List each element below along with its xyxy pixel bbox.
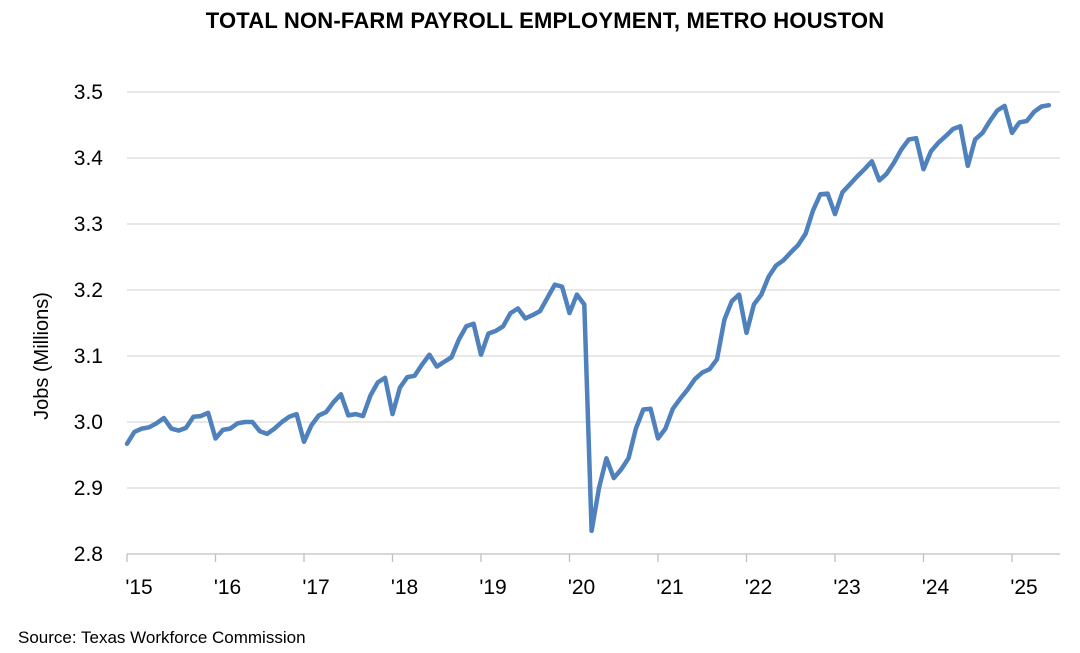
series-line-employment <box>124 102 1052 534</box>
x-tick-label: '23 <box>833 576 860 599</box>
y-tick-label: 2.8 <box>74 543 103 566</box>
x-tick-label: '16 <box>214 576 241 599</box>
x-tick-label: '17 <box>302 576 329 599</box>
x-tick-label: '20 <box>568 576 595 599</box>
y-tick-labels: 2.8 2.9 3.0 3.1 3.2 3.3 3.4 3.5 <box>74 81 104 566</box>
x-tick-label: '25 <box>1010 576 1037 599</box>
axes <box>126 553 1060 562</box>
y-tick-label: 3.1 <box>74 345 103 368</box>
y-tick-label: 3.0 <box>74 411 103 434</box>
x-tick-label: '21 <box>656 576 683 599</box>
y-tick-label: 3.4 <box>74 147 104 170</box>
x-tick-label: '19 <box>479 576 506 599</box>
y-tick-label: 2.9 <box>74 477 103 500</box>
x-tick-labels: '15 '16 '17 '18 '19 '20 '21 '22 '23 '24 '25 <box>125 576 1037 599</box>
y-tick-label: 3.5 <box>74 81 103 104</box>
y-tick-label: 3.3 <box>74 213 103 236</box>
y-axis-title: Jobs (Millions) <box>31 292 53 420</box>
source-note: Source: Texas Workforce Commission <box>18 628 306 647</box>
x-tick-label: '24 <box>922 576 950 599</box>
series <box>124 102 1052 534</box>
x-tick-label: '15 <box>125 576 152 599</box>
x-tick-label: '18 <box>391 576 418 599</box>
x-tick-label: '22 <box>745 576 772 599</box>
chart-title: TOTAL NON-FARM PAYROLL EMPLOYMENT, METRO… <box>205 8 885 33</box>
y-tick-label: 3.2 <box>74 279 103 302</box>
